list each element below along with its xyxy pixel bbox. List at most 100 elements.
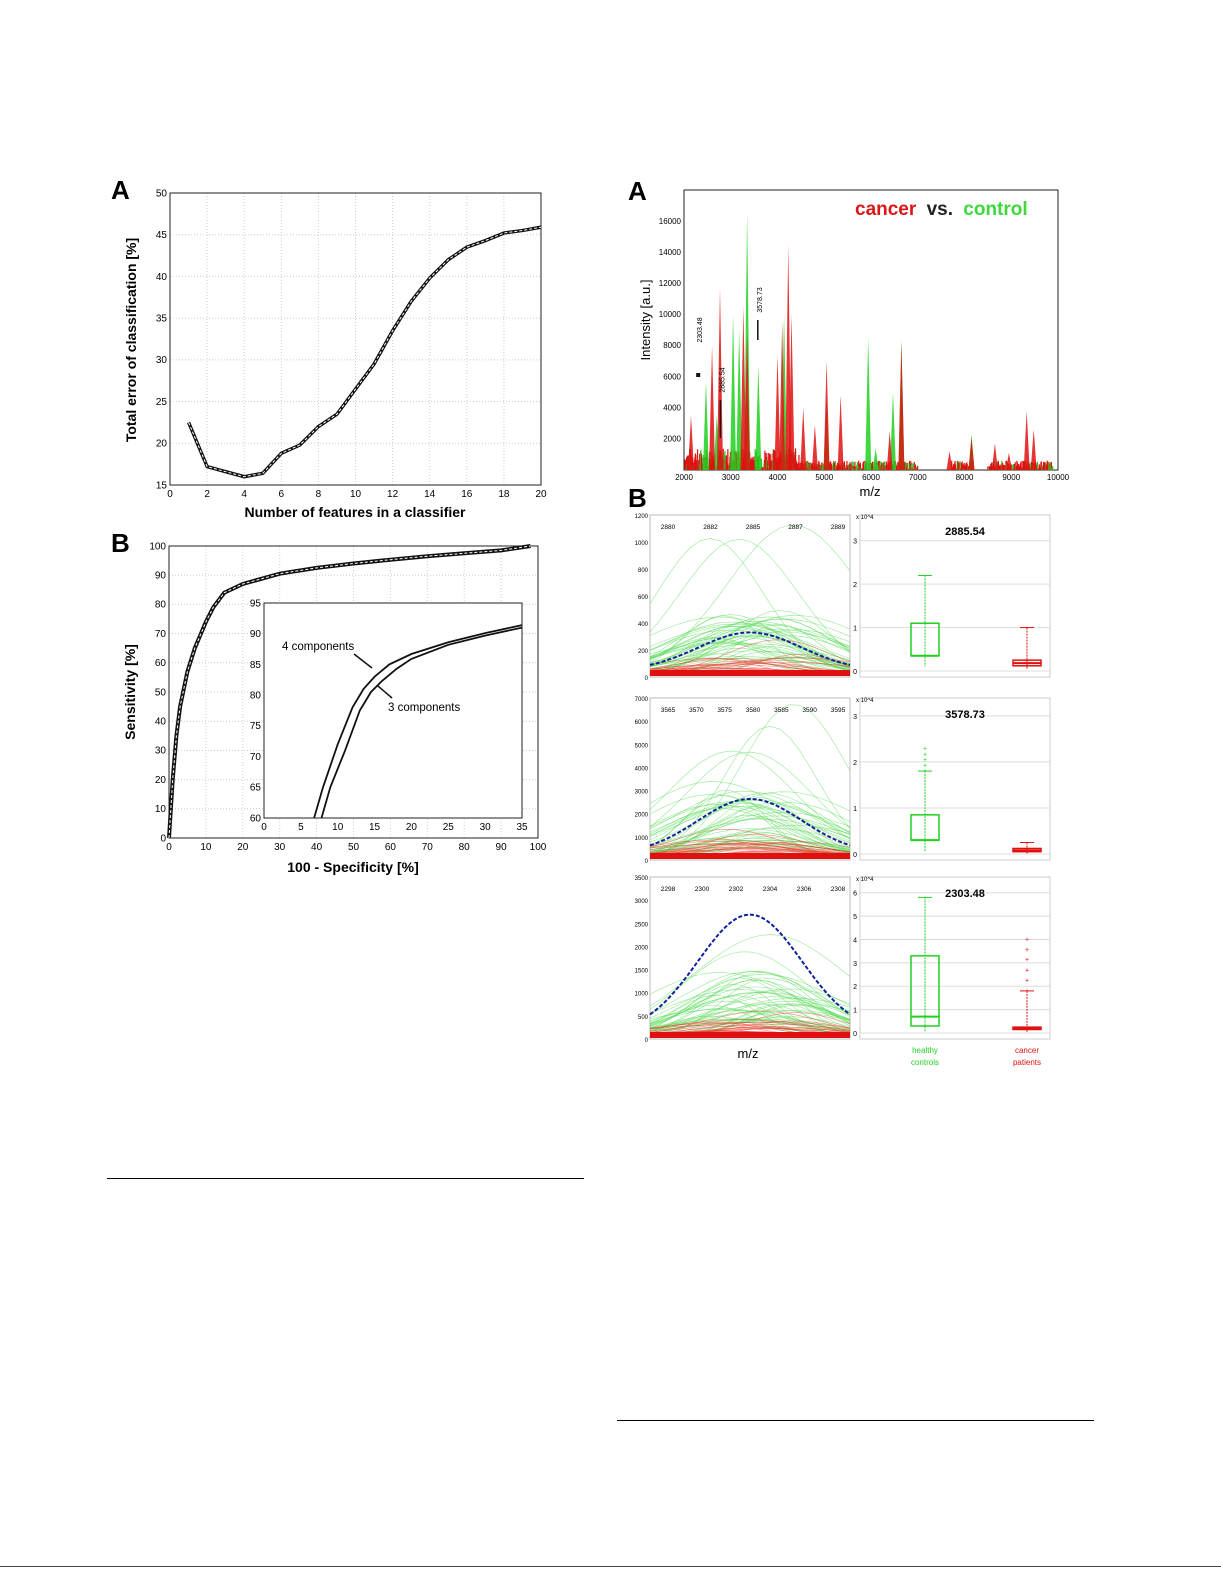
- left-a-xtick-label: 6: [279, 489, 285, 500]
- overlay-mz-tick-label: 2302: [729, 886, 744, 893]
- left-a-xtick-label: 20: [535, 489, 547, 500]
- overlay-ytick-label: 0: [645, 859, 649, 865]
- spectrum-peak-cancer: [788, 314, 795, 470]
- overlay-cancer-baseline: [650, 853, 850, 859]
- left-a-error-line-inner: [188, 226, 542, 478]
- left-b-ytick-label: 60: [155, 658, 167, 669]
- overlay-cancer-curve: [649, 848, 851, 855]
- spectrum-ytick-label: 2000: [663, 435, 681, 444]
- overlay-control-curve: [649, 971, 851, 1014]
- spectrum-peak-cancer: [774, 354, 781, 470]
- boxplot-ytick-label: 3: [853, 714, 857, 721]
- overlay-control-curve: [649, 538, 851, 672]
- inset-ytick-label: 90: [250, 629, 262, 640]
- spectrum-peak-control: [889, 392, 896, 470]
- boxplot-ytick-label: 0: [853, 1031, 857, 1038]
- inset-xtick-label: 0: [261, 822, 267, 833]
- overlay-ytick-label: 800: [638, 568, 649, 574]
- boxplot-ytick-label: 2: [853, 760, 857, 767]
- page-bottom-rule: [0, 1566, 1221, 1567]
- inset-annotation-4-components: 4 components: [282, 641, 354, 653]
- group-label-cancer: cancer: [1015, 1046, 1039, 1055]
- overlay-control-curve: [649, 642, 851, 672]
- left-b-ytick-label: 20: [155, 775, 167, 786]
- overlay-control-curve: [649, 781, 851, 843]
- overlay-ytick-label: 3000: [635, 790, 649, 796]
- left-b-xtick-label: 80: [459, 842, 471, 853]
- group-label-healthy: healthy: [912, 1046, 938, 1055]
- overlay-control-curve: [649, 979, 851, 1028]
- left-b-xlabel: 100 - Specificity [%]: [287, 859, 419, 875]
- overlay-mz-tick-label: 2889: [831, 524, 846, 531]
- spectrum-peak-cancer: [898, 342, 905, 470]
- left-b-ytick-label: 10: [155, 804, 167, 815]
- overlay-control-curve: [649, 524, 851, 661]
- inset-ytick-label: 80: [250, 690, 262, 701]
- spectrum-peak-control: [865, 337, 872, 470]
- overlay-mz-tick-label: 3580: [746, 707, 761, 714]
- boxplot-ytick-label: 1: [853, 626, 857, 633]
- left-a-ytick-label: 40: [156, 272, 168, 283]
- left-a-xtick-label: 2: [204, 489, 210, 500]
- left-b-ytick-label: 30: [155, 746, 167, 757]
- annotation-arrow-4-components: [353, 653, 373, 669]
- overlay-control-curve: [649, 971, 851, 1032]
- left-a-frame: [169, 192, 542, 486]
- spectrum-peak-cancer: [991, 443, 998, 470]
- spectrum-ytick-label: 12000: [659, 279, 682, 288]
- overlay-ytick-label: 400: [638, 622, 649, 628]
- left-b-ytick-label: 0: [160, 833, 166, 844]
- boxplot-outlier-patients: +: [1025, 978, 1029, 985]
- overlay-cancer-curve: [649, 1022, 851, 1035]
- overlay-mz-tick-label: 2880: [661, 524, 676, 531]
- spectrum-peak-control: [872, 448, 879, 470]
- overlay-mz-tick-label: 3570: [689, 707, 704, 714]
- overlay-mz-tick-label: 2298: [661, 886, 676, 893]
- spectrum-xtick-label: 2000: [675, 473, 693, 482]
- spectrum-xtick-label: 10000: [1047, 473, 1070, 482]
- boxplot-outlier-controls: +: [923, 746, 927, 753]
- annotation-label-2885-54: 2885.54: [719, 367, 726, 392]
- spectrum-peak-cancer: [1005, 452, 1012, 470]
- boxplot-frame: [859, 876, 1051, 1040]
- left-b-xtick-label: 20: [237, 842, 249, 853]
- overlay-mz-tick-label: 3565: [661, 707, 676, 714]
- overlay-control-curve: [649, 992, 851, 1024]
- overlay-ytick-label: 3500: [635, 876, 649, 882]
- spectrum-peak-cancer: [1030, 429, 1037, 470]
- boxplot-ytick-label: 0: [853, 669, 857, 676]
- spectrum-peak-cancer: [716, 288, 723, 470]
- overlay-control-curve: [649, 989, 851, 1021]
- left-a-ytick-label: 20: [156, 439, 168, 450]
- legend-control: control: [963, 199, 1027, 220]
- boxplot-ytick-label: 3: [853, 961, 857, 968]
- left-b-xtick-label: 60: [385, 842, 397, 853]
- left-a-ytick-label: 50: [156, 188, 168, 199]
- left-a-ytick-label: 45: [156, 230, 168, 241]
- left-b-ytick-label: 80: [155, 600, 167, 611]
- overlay-mz-tick-label: 2306: [797, 886, 812, 893]
- overlay-control-curve: [649, 990, 851, 1035]
- boxplot-outlier-patients: +: [1025, 967, 1029, 974]
- spectrum-xtick-label: 9000: [1002, 473, 1020, 482]
- spectrum-xtick-label: 6000: [862, 473, 880, 482]
- spectrum-ytick-label: 8000: [663, 341, 681, 350]
- left-a-xtick-label: 0: [167, 489, 173, 500]
- boxplot-ytick-label: 0: [853, 852, 857, 859]
- spectrum-xtick-label: 4000: [769, 473, 787, 482]
- overlay-control-curve: [649, 1009, 851, 1031]
- overlay-mean-curve: [649, 631, 851, 666]
- left-a-ytick-label: 15: [156, 480, 168, 491]
- inset-xtick-label: 5: [298, 822, 304, 833]
- left-a-ytick-label: 30: [156, 355, 168, 366]
- right-b-xlabel: m/z: [738, 1046, 759, 1061]
- overlay-cancer-curve: [649, 1010, 851, 1033]
- overlay-cancer-curve: [649, 841, 851, 855]
- spectrum-peak-cancer: [886, 431, 893, 470]
- left-b-ytick-label: 70: [155, 629, 167, 640]
- spectrum-peak-control: [730, 314, 737, 470]
- right-a-legend: cancer vs. control: [855, 199, 1028, 220]
- overlay-mz-tick-label: 3590: [802, 707, 817, 714]
- left-column-rule: [107, 1178, 584, 1179]
